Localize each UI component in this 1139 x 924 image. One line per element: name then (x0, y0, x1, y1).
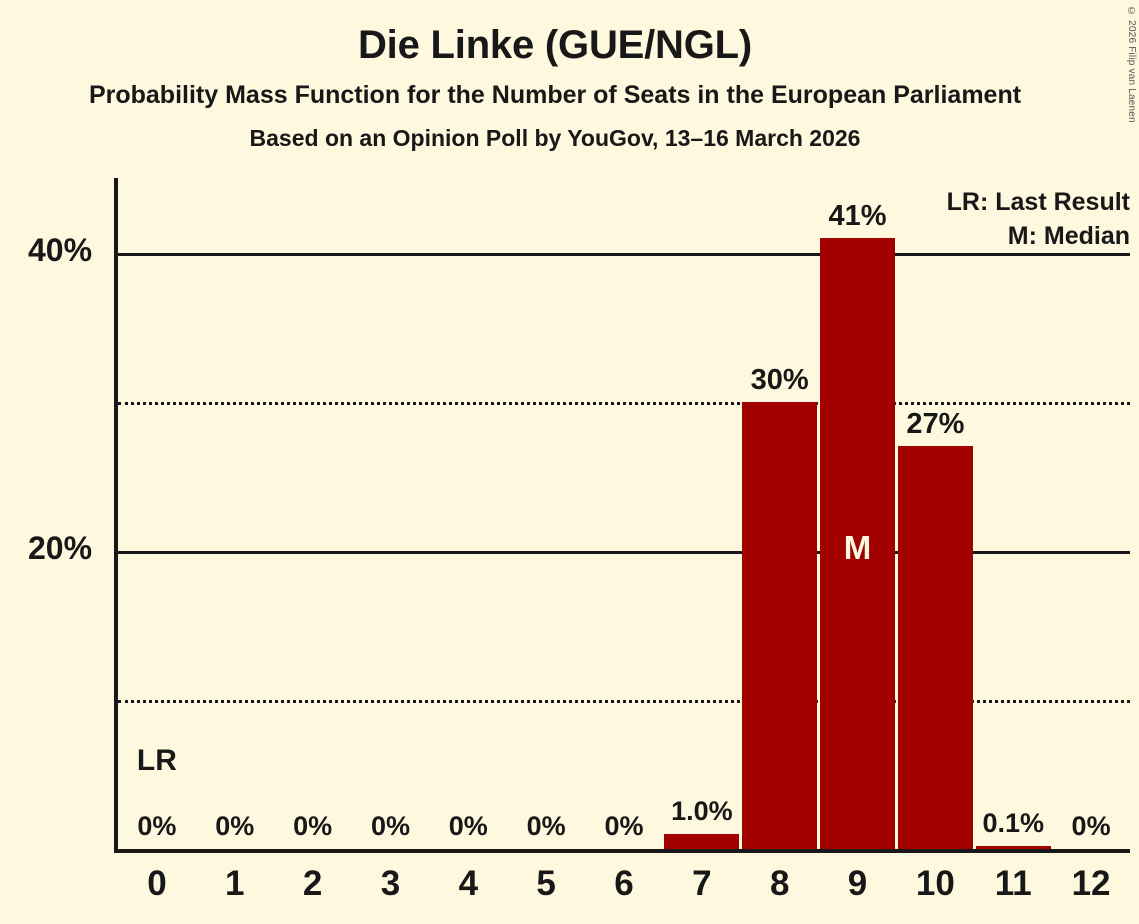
marker-median: M (843, 529, 872, 566)
x-axis-label-1: 1 (225, 864, 245, 903)
chart-source-note: Based on an Opinion Poll by YouGov, 13–1… (249, 125, 861, 152)
bar-seat-8 (742, 401, 818, 849)
bar-seat-10 (897, 446, 973, 849)
bar-seat-11 (975, 846, 1051, 849)
gridline-20 (118, 550, 1130, 554)
value-label-seat-1: 0% (215, 811, 255, 841)
value-label-seat-11: 0.1% (982, 808, 1044, 838)
gridline-10 (118, 699, 1130, 703)
chart-subtitle: Probability Mass Function for the Number… (88, 81, 1022, 109)
plot-area (114, 178, 1130, 853)
x-axis-label-9: 9 (847, 864, 868, 903)
copyright-notice: © 2026 Filip van Laenen (1126, 6, 1137, 123)
title-block: Die Linke (GUE/NGL) Probability Mass Fun… (0, 0, 1110, 150)
x-axis-label-11: 11 (994, 864, 1032, 903)
x-axis-label-2: 2 (302, 864, 323, 903)
y-axis-line (114, 178, 118, 849)
x-axis-line (114, 849, 1130, 853)
value-label-seat-2: 0% (293, 811, 333, 841)
x-axis-label-12: 12 (1071, 864, 1111, 903)
x-axis-label-0: 0 (147, 864, 167, 903)
x-axis-label-6: 6 (614, 864, 634, 903)
legend-entry-last-result: LR: Last Result (946, 188, 1130, 216)
value-label-seat-7: 1.0% (671, 796, 733, 827)
y-axis-label-40: 40% (28, 231, 93, 268)
marker-last-result: LR (136, 744, 177, 777)
gridline-40 (118, 252, 1130, 256)
value-label-seat-0: 0% (137, 811, 177, 841)
x-axis-label-4: 4 (458, 864, 479, 903)
x-axis-label-7: 7 (692, 864, 712, 903)
page-title: Die Linke (GUE/NGL) (357, 23, 752, 67)
bar-seat-7 (664, 834, 740, 849)
value-label-seat-8: 30% (750, 363, 809, 396)
legend: LR: Last Result M: Median (947, 186, 1130, 254)
y-axis-label-20: 20% (28, 529, 93, 566)
value-label-seat-12: 0% (1071, 811, 1111, 841)
x-axis-label-3: 3 (380, 864, 401, 903)
gridline-30 (118, 401, 1130, 405)
value-label-seat-3: 0% (370, 811, 410, 841)
value-label-seat-5: 0% (526, 811, 566, 841)
bar-seat-9 (820, 237, 895, 849)
value-label-seat-9: 41% (828, 199, 887, 232)
value-label-seat-4: 0% (448, 811, 488, 841)
legend-entry-median: M: Median (1007, 221, 1130, 250)
x-axis-label-10: 10 (915, 864, 955, 903)
value-label-seat-10: 27% (906, 408, 965, 441)
value-label-seat-6: 0% (604, 811, 644, 841)
x-axis-label-8: 8 (769, 864, 790, 903)
x-axis-label-5: 5 (536, 864, 556, 903)
